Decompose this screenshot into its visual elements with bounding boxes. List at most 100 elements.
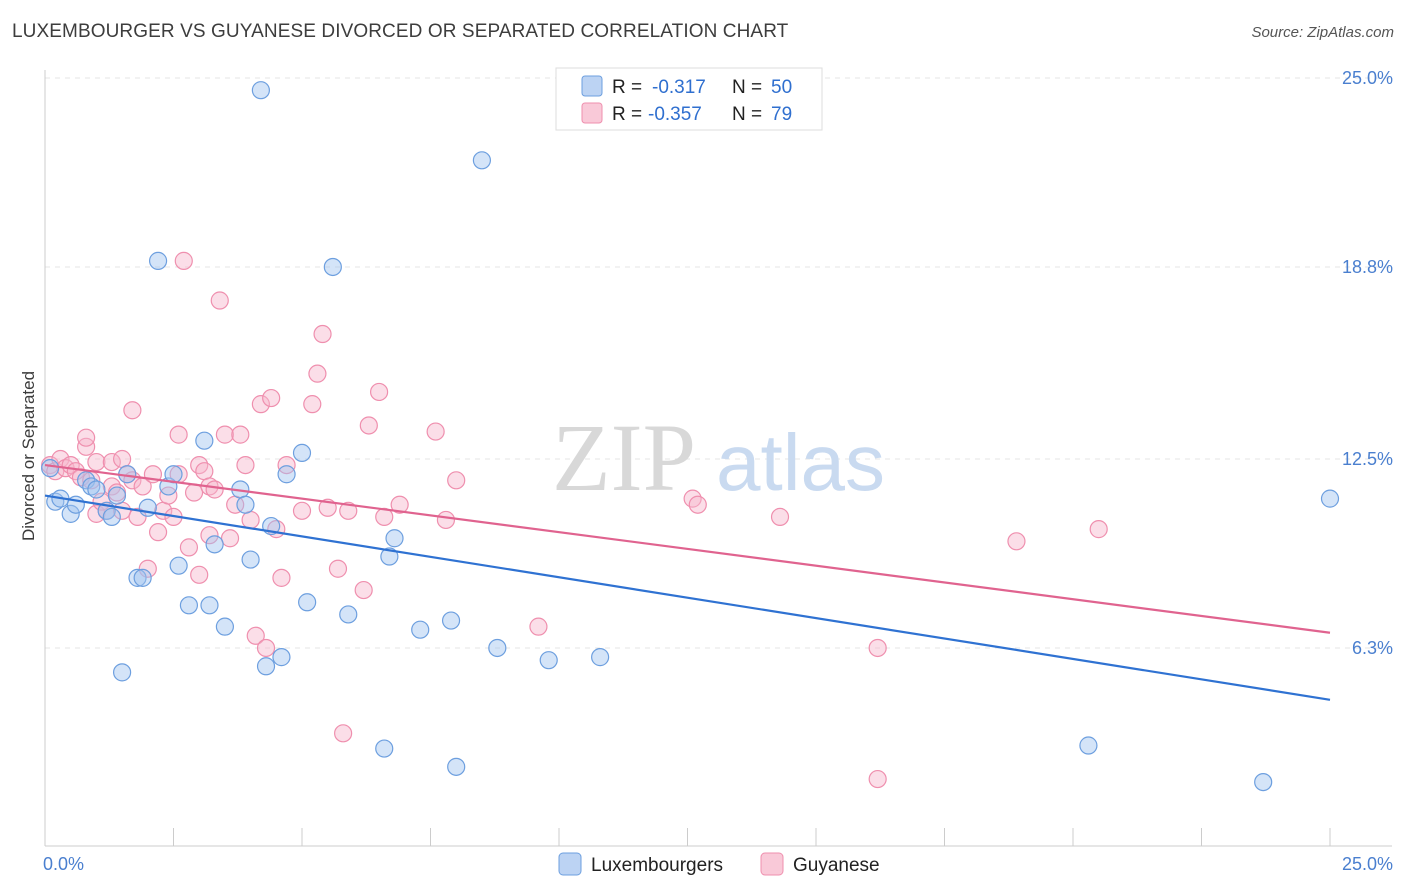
guyanese-point-43 [220,529,240,548]
guyanese-point-68 [426,422,445,441]
guyanese-point-33 [179,538,199,557]
guyanese-point-56 [303,395,322,414]
guyanese-point-10 [87,452,106,472]
legend-r-label-2: R = [612,104,642,125]
guyanese-point-49 [251,395,270,414]
luxembourgers-point-43 [488,638,507,658]
x-tick-label-1: 25.0% [1342,854,1393,874]
guyanese-point-70 [447,471,466,490]
luxembourgers-point-49 [1320,489,1340,508]
luxembourgers-point-9 [102,507,121,527]
y-axis-label: Divorced or Separated [19,371,38,541]
luxembourgers-point-47 [1079,736,1098,755]
luxembourgers-point-27 [251,81,270,100]
luxembourgers-point-36 [375,739,394,758]
legend-label-guyanese: Guyanese [793,855,880,876]
luxembourgers-point-40 [441,611,461,630]
luxembourgers-point-13 [133,568,152,587]
y-tick-label-3: 6.3% [1352,638,1393,658]
guyanese-point-24 [138,559,157,578]
guyanese-point-54 [277,455,296,475]
luxembourgers-point-41 [447,757,466,776]
legend-n-value-1: 50 [771,77,792,98]
guyanese-point-7 [77,437,96,456]
guyanese-point-37 [195,462,214,481]
luxembourgers-point-21 [200,596,219,615]
guyanese-point-47 [241,510,260,530]
guyanese-point-14 [102,452,121,472]
guyanese-point-67 [390,495,409,514]
guyanese-point-22 [128,507,147,527]
guyanese-point-61 [334,724,353,743]
legend-swatch-luxembourgers [558,852,582,876]
guyanese-point-48 [246,626,265,645]
luxembourgers-point-25 [236,495,255,514]
guyanese-point-34 [184,483,204,502]
legend-r-label-1: R = [612,77,642,98]
series-legend: Luxembourgers Guyanese [558,852,880,876]
guyanese-point-69 [436,510,456,530]
guyanese-point-76 [868,769,887,789]
guyanese-point-42 [215,425,234,444]
guyanese-point-62 [339,501,358,520]
legend-swatch-guyanese [760,852,784,876]
watermark-atlas: atlas [716,418,885,507]
chart-title: LUXEMBOURGER VS GUYANESE DIVORCED OR SEP… [12,21,789,42]
watermark-zip: ZIP [552,404,696,511]
luxembourgers-point-20 [195,431,214,450]
luxembourgers-point-12 [128,568,147,587]
luxembourgers-point-46 [112,663,132,682]
guyanese-trend-line [44,464,1331,634]
luxembourgers-point-3 [61,504,80,523]
x-tick-labels: 0.0% 25.0% [43,854,1393,874]
luxembourgers-point-10 [107,486,127,505]
luxembourgers-point-30 [272,648,291,667]
luxembourgers-point-23 [215,617,234,636]
guyanese-point-63 [354,580,373,600]
guyanese-point-74 [770,507,790,527]
luxembourgers-point-0 [41,459,60,478]
guyanese-point-71 [529,617,548,636]
guyanese-point-39 [200,526,219,545]
luxembourgers-point-34 [323,257,342,277]
guyanese-point-28 [159,486,178,505]
luxembourgers-trend-line [44,494,1331,701]
guyanese-point-51 [262,388,281,408]
legend-r-value-1: -0.317 [652,77,706,98]
legend-n-value-2: 79 [771,104,792,125]
luxembourgers-point-39 [411,620,430,639]
watermark: ZIP atlas [552,404,885,511]
source-label: Source: ZipAtlas.com [1251,24,1394,41]
luxembourgers-point-38 [385,529,404,548]
luxembourgers-point-22 [205,535,224,554]
guyanese-point-77 [1007,532,1026,551]
y-tick-labels: 25.0% 18.8% 12.5% 6.3% [1342,68,1393,658]
guyanese-point-45 [231,425,250,444]
luxembourgers-point-33 [298,593,317,612]
guyanese-point-18 [112,449,132,469]
guyanese-point-58 [313,324,332,344]
guyanese-point-26 [148,523,168,542]
y-tick-label-2: 12.5% [1342,449,1393,469]
luxembourgers-point-44 [539,651,558,670]
guyanese-point-65 [370,382,389,402]
guyanese-point-40 [205,480,224,499]
luxembourgers-point-45 [591,648,610,667]
guyanese-point-46 [236,455,255,475]
trend-lines [44,464,1331,701]
series-luxembourgers-points [41,81,1340,792]
guyanese-point-53 [272,568,291,587]
luxembourgers-point-15 [148,251,168,270]
guyanese-point-50 [256,638,276,658]
legend-r-value-2: -0.357 [648,104,702,125]
legend-n-label-1: N = [732,77,762,98]
legend-swatch-blue [581,75,603,97]
guyanese-point-75 [868,638,887,658]
guyanese-point-32 [174,251,193,270]
guyanese-point-21 [123,401,142,420]
luxembourgers-point-42 [472,151,491,170]
guyanese-point-55 [292,501,312,520]
guyanese-point-41 [210,291,229,310]
legend-label-luxembourgers: Luxembourgers [591,855,723,876]
